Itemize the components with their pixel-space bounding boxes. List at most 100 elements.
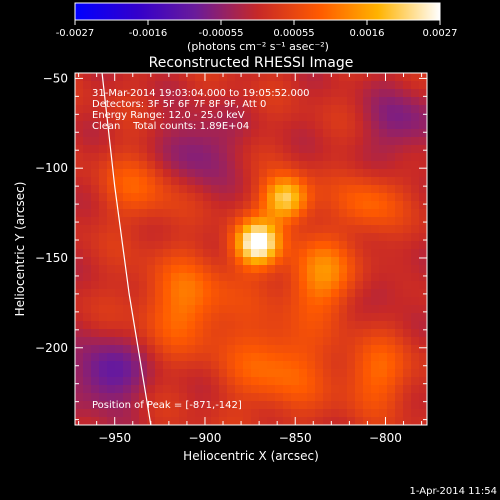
heatmap-cell — [99, 337, 108, 346]
heatmap-cell — [179, 377, 188, 386]
heatmap-cell — [331, 393, 340, 402]
heatmap-cell — [299, 217, 308, 226]
heatmap-cell — [379, 217, 388, 226]
heatmap-cell — [419, 201, 427, 210]
heatmap-cell — [211, 297, 220, 306]
annotation-time-range: 31-Mar-2014 19:03:04.000 to 19:05:52.000 — [92, 88, 310, 99]
heatmap-cell — [211, 177, 220, 186]
heatmap-cell — [411, 153, 420, 162]
heatmap-cell — [219, 273, 228, 282]
heatmap-cell — [235, 225, 244, 234]
heatmap-cell — [275, 249, 284, 258]
heatmap-cell — [203, 153, 212, 162]
heatmap-cell — [99, 265, 108, 274]
heatmap-cell — [267, 377, 276, 386]
heatmap-cell — [235, 257, 244, 266]
heatmap-cell — [355, 377, 364, 386]
heatmap-cell — [155, 89, 164, 98]
heatmap-cell — [171, 401, 180, 410]
heatmap-cell — [395, 81, 404, 90]
heatmap-cell — [195, 193, 204, 202]
heatmap-cell — [275, 289, 284, 298]
heatmap-cell — [331, 265, 340, 274]
heatmap-cell — [275, 217, 284, 226]
heatmap-cell — [387, 129, 396, 138]
heatmap-cell — [203, 337, 212, 346]
heatmap-cell — [339, 209, 348, 218]
heatmap-cell — [379, 121, 388, 130]
heatmap-cell — [83, 233, 92, 242]
heatmap-cell — [227, 81, 236, 90]
heatmap-cell — [411, 361, 420, 370]
heatmap-cell — [235, 185, 244, 194]
heatmap-cell — [379, 209, 388, 218]
heatmap-cell — [403, 401, 412, 410]
heatmap-cell — [211, 281, 220, 290]
heatmap-cell — [275, 329, 284, 338]
heatmap-cell — [155, 385, 164, 394]
heatmap-cell — [91, 241, 100, 250]
heatmap-cell — [283, 393, 292, 402]
heatmap-cell — [339, 129, 348, 138]
heatmap-cell — [419, 393, 427, 402]
heatmap-cell — [187, 401, 196, 410]
heatmap-cell — [123, 377, 132, 386]
heatmap-cell — [371, 145, 380, 154]
heatmap-cell — [91, 89, 100, 98]
heatmap-cell — [243, 321, 252, 330]
plot-frame — [74, 72, 428, 426]
heatmap-cell — [355, 185, 364, 194]
heatmap-cell — [419, 345, 427, 354]
heatmap-cell — [171, 105, 180, 114]
heatmap-cell — [235, 289, 244, 298]
heatmap-cell — [259, 129, 268, 138]
heatmap-cell — [107, 313, 116, 322]
heatmap-cell — [403, 177, 412, 186]
heatmap-cell — [403, 153, 412, 162]
heatmap-cell — [91, 177, 100, 186]
heatmap-cell — [91, 409, 100, 418]
heatmap-cell — [163, 225, 172, 234]
heatmap-cell — [355, 289, 364, 298]
heatmap-cell — [251, 249, 260, 258]
heatmap-cell — [331, 297, 340, 306]
timestamp: 1-Apr-2014 11:54 — [410, 486, 497, 497]
heatmap-cell — [99, 329, 108, 338]
heatmap-cell — [179, 281, 188, 290]
heatmap-cell — [219, 177, 228, 186]
heatmap-cell — [187, 361, 196, 370]
heatmap-cell — [179, 401, 188, 410]
heatmap-cell — [203, 329, 212, 338]
heatmap-cell — [251, 97, 260, 106]
heatmap-cell — [267, 233, 276, 242]
heatmap-cell — [339, 241, 348, 250]
heatmap-cell — [339, 273, 348, 282]
heatmap-cell — [131, 185, 140, 194]
heatmap-cell — [259, 289, 268, 298]
heatmap-cell — [299, 329, 308, 338]
y-tick-label: −150 — [35, 251, 68, 265]
heatmap-cell — [259, 313, 268, 322]
heatmap-cell — [363, 265, 372, 274]
heatmap-cell — [107, 273, 116, 282]
heatmap-cell — [403, 417, 412, 425]
heatmap-cell — [251, 225, 260, 234]
heatmap-cell — [403, 281, 412, 290]
heatmap-cell — [259, 185, 268, 194]
heatmap-cell — [387, 81, 396, 90]
heatmap-cell — [275, 241, 284, 250]
heatmap-cell — [331, 329, 340, 338]
heatmap-cell — [307, 385, 316, 394]
heatmap-cell — [339, 249, 348, 258]
heatmap-cell — [179, 353, 188, 362]
heatmap-cell — [123, 89, 132, 98]
heatmap-cell — [83, 137, 92, 146]
heatmap-cell — [187, 121, 196, 130]
heatmap-cell — [155, 113, 164, 122]
heatmap-cell — [99, 273, 108, 282]
heatmap-cell — [155, 313, 164, 322]
heatmap-cell — [267, 337, 276, 346]
heatmap-cell — [291, 121, 300, 130]
heatmap-cell — [347, 329, 356, 338]
heatmap-cell — [139, 153, 148, 162]
